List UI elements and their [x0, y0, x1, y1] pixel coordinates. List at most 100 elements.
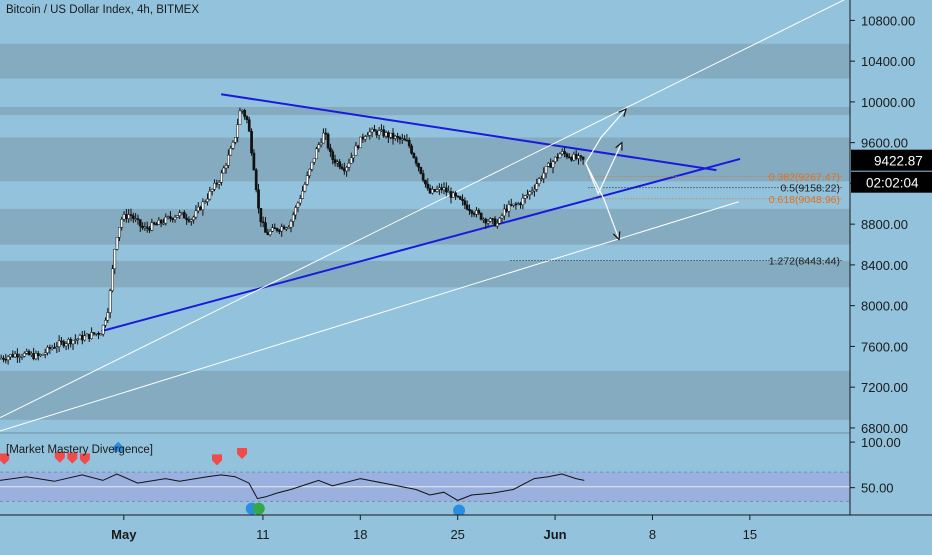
time-tick-label: 15 — [743, 527, 757, 542]
candle-up — [162, 218, 165, 225]
indicator-pane — [0, 432, 932, 517]
fib-levels[interactable]: 0.382(9267.47)0.5(9158.22)0.618(9048.96)… — [510, 172, 842, 268]
rsi-line — [0, 473, 585, 501]
candle-body — [363, 136, 367, 140]
candle-body — [127, 214, 131, 219]
candle-body — [477, 210, 481, 214]
price-zone — [0, 370, 850, 420]
candle-body — [287, 227, 291, 229]
candle-up — [64, 341, 68, 351]
candle-up — [377, 127, 381, 140]
candle-up — [210, 188, 214, 196]
candle-up — [194, 205, 198, 220]
candle-body — [565, 153, 569, 158]
candle-up — [551, 159, 555, 174]
candle-body — [465, 204, 469, 210]
candle-up — [296, 201, 300, 213]
bear-down-projection[interactable] — [585, 162, 620, 240]
bearish-divergence-marker — [54, 451, 65, 463]
candle-up — [238, 107, 242, 126]
price-tick-label: 8800.00 — [861, 217, 908, 232]
candle-up — [178, 209, 182, 220]
candle-body — [87, 333, 91, 339]
candle-body — [16, 353, 19, 358]
candle-up — [192, 215, 195, 224]
candle-body — [208, 190, 212, 200]
candle-body — [482, 218, 485, 221]
candle-up — [224, 163, 228, 174]
candle-up — [268, 228, 272, 237]
candle-body — [231, 141, 235, 149]
candle-up — [521, 193, 525, 210]
candle-up — [113, 248, 117, 275]
candle-body — [203, 201, 207, 203]
price-tick-label: 6800.00 — [861, 421, 908, 436]
descending-resistance-line[interactable] — [221, 93, 717, 172]
bull-up-projection[interactable] — [585, 108, 627, 164]
candles — [0, 107, 585, 365]
candle-body — [104, 320, 107, 326]
candle-body — [71, 340, 75, 345]
time-tick-label: 8 — [649, 527, 656, 542]
candle-up — [150, 218, 154, 232]
candle-body — [115, 237, 119, 250]
candle-body — [431, 189, 434, 194]
candle-up — [206, 193, 209, 206]
long-channel-lower-line[interactable] — [0, 201, 739, 432]
candle-body — [440, 187, 444, 191]
candle-up — [308, 168, 311, 179]
candle-body — [456, 195, 460, 198]
current-price-tag[interactable]: 9422.87 02:02:04 — [851, 149, 932, 193]
candle-body — [94, 333, 98, 335]
candle-up — [553, 156, 557, 164]
candle-body — [391, 132, 395, 139]
candle-body — [540, 178, 543, 180]
candle-body — [280, 226, 284, 232]
price-tick-label: 9600.00 — [861, 136, 908, 151]
indicator-tick-label: 50.00 — [861, 481, 894, 496]
projection-arrows[interactable] — [585, 107, 627, 241]
candle-body — [196, 206, 200, 212]
candle-down — [252, 149, 256, 171]
candle-body — [266, 232, 270, 235]
price-zone — [0, 106, 850, 116]
candle-up — [164, 213, 168, 226]
bull-alt-projection[interactable] — [585, 142, 623, 196]
candle-body — [389, 132, 393, 138]
candle-body — [182, 212, 186, 219]
candle-body — [447, 191, 450, 193]
price-tick-label: 8400.00 — [861, 258, 908, 273]
long-channel-upper-line[interactable] — [0, 0, 850, 419]
candle-up — [41, 353, 45, 356]
candle-body — [426, 183, 430, 189]
candle-body — [236, 124, 240, 138]
candle-down — [243, 108, 246, 120]
candle-body — [516, 203, 520, 205]
candle-body — [419, 166, 423, 174]
candle-up — [233, 137, 237, 145]
candle-up — [46, 345, 49, 356]
candle-body — [264, 222, 267, 233]
candle-up — [315, 146, 318, 160]
candle-up — [236, 118, 240, 143]
candle-body — [574, 154, 578, 159]
candle-body — [509, 204, 513, 206]
candle-body — [331, 151, 335, 160]
bullish-divergence-marker — [113, 441, 124, 452]
candle-body — [407, 140, 411, 147]
candle-body — [108, 290, 112, 313]
candle-body — [493, 218, 497, 227]
candle-body — [67, 339, 70, 344]
candle-body — [380, 129, 383, 131]
candle-body — [27, 351, 31, 356]
candle-body — [410, 145, 413, 154]
candle-down — [16, 348, 19, 363]
candle-body — [498, 217, 502, 224]
bearish-divergence-marker — [237, 448, 248, 460]
candle-body — [438, 187, 441, 190]
candle-up — [189, 218, 193, 226]
candle-body — [224, 165, 228, 169]
